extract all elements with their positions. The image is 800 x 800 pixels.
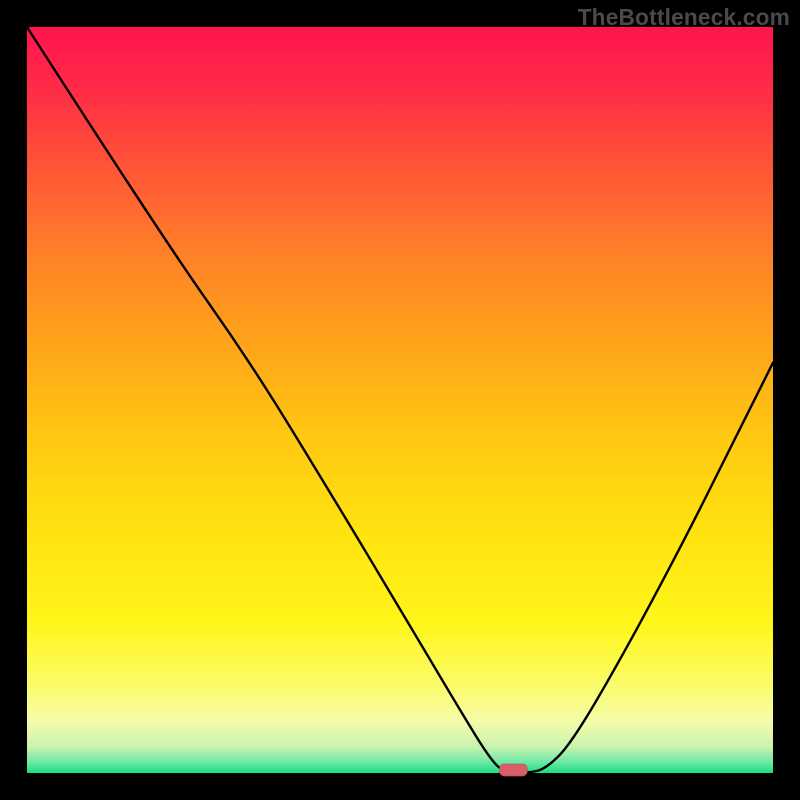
chart-stage: TheBottleneck.com <box>0 0 800 800</box>
watermark-text: TheBottleneck.com <box>578 4 790 31</box>
plot-background <box>27 27 773 773</box>
optimal-marker <box>499 764 527 776</box>
bottleneck-curve-chart <box>0 0 800 800</box>
